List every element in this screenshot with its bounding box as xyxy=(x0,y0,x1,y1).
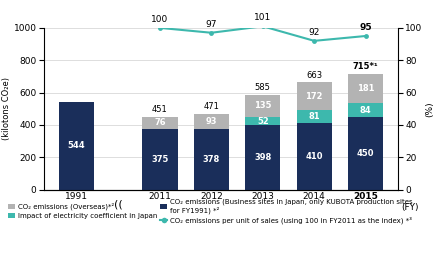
Bar xyxy=(245,125,281,190)
Bar xyxy=(348,103,383,117)
Bar xyxy=(245,95,281,117)
Legend: CO₂ emissions (Overseas)*², Impact of electricity coefficient in Japan, CO₂ emis: CO₂ emissions (Overseas)*², Impact of el… xyxy=(8,199,413,224)
Text: 93: 93 xyxy=(206,117,217,126)
Text: 451: 451 xyxy=(152,105,168,114)
Bar xyxy=(142,117,178,129)
Bar xyxy=(194,129,229,190)
Bar xyxy=(297,110,332,123)
Text: 81: 81 xyxy=(309,112,320,121)
Text: 181: 181 xyxy=(357,84,374,93)
Text: 450: 450 xyxy=(357,149,374,158)
Text: 97: 97 xyxy=(206,20,217,29)
Text: 172: 172 xyxy=(305,92,323,101)
Bar xyxy=(348,117,383,190)
Text: 135: 135 xyxy=(254,102,271,110)
Text: 663: 663 xyxy=(306,71,322,80)
Text: 544: 544 xyxy=(68,141,85,150)
Text: 84: 84 xyxy=(360,106,371,115)
Bar xyxy=(297,82,332,110)
Text: 95: 95 xyxy=(359,23,372,32)
Text: 410: 410 xyxy=(305,152,323,161)
Text: 398: 398 xyxy=(254,153,271,162)
Text: ((: (( xyxy=(114,199,122,210)
Text: 585: 585 xyxy=(255,83,271,92)
Y-axis label: (%): (%) xyxy=(426,101,434,117)
Bar xyxy=(245,117,281,125)
Text: 378: 378 xyxy=(203,155,220,164)
Text: 375: 375 xyxy=(151,155,168,164)
Text: 101: 101 xyxy=(254,13,271,22)
Text: 92: 92 xyxy=(309,28,320,37)
Text: 471: 471 xyxy=(203,102,219,110)
Text: 715*¹: 715*¹ xyxy=(353,62,378,71)
Bar xyxy=(348,74,383,103)
Text: 52: 52 xyxy=(257,117,269,126)
Bar xyxy=(194,114,229,129)
Bar xyxy=(142,129,178,190)
Y-axis label: (kilotons CO₂e): (kilotons CO₂e) xyxy=(2,77,11,140)
Text: 100: 100 xyxy=(151,15,168,24)
Text: 76: 76 xyxy=(154,118,166,128)
Text: (FY): (FY) xyxy=(401,203,419,212)
Bar xyxy=(297,123,332,190)
Bar xyxy=(59,102,94,190)
